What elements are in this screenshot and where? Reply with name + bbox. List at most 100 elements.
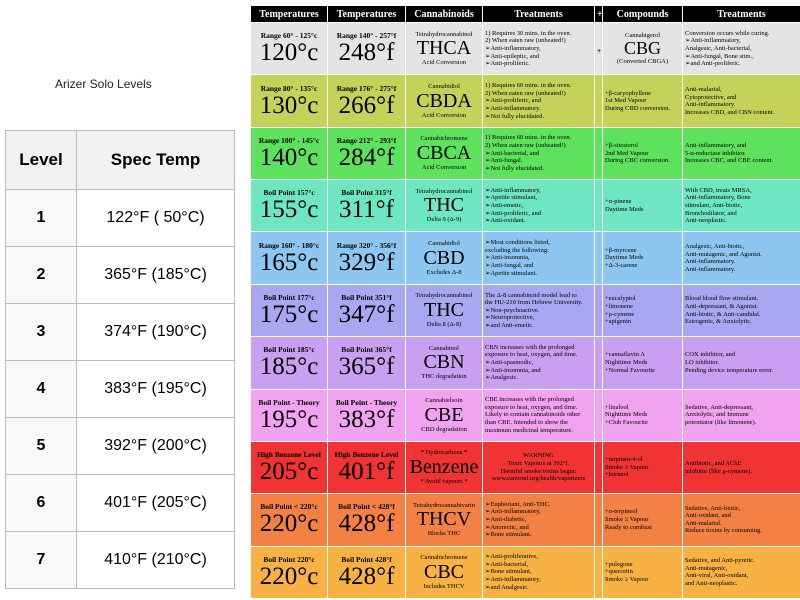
left-title: Arizer Solo Levels [55,77,152,91]
t2: 401°f [338,458,395,486]
levels-table: Level Spec Temp 1 122°F ( 50°C) 2 365°F (185°… [5,130,235,589]
text-line: ➢Anti-bacterial, [485,560,529,568]
t1l: Boil Point 157°c [263,188,315,198]
temp-f-cell: Boil Point 351°f 347°f [327,283,406,338]
treatments-cell: WARNING Toxic Vapours at 392°f. Harmful sm… [482,440,595,495]
t1: 195°c [259,405,319,433]
text-line: Anti-inflammatory. [685,101,736,109]
temp-f-cell: Boil Point < 428°f 428°f [327,493,406,547]
t2: 329°f [338,248,395,276]
chart-row: Boil Point 177°c 175°c Boil Point 351°f 347… [250,283,800,338]
chart-row: Boil Point - Theory 195°c Boil Point - The… [250,388,800,442]
cn: Tetrahydrocannabinol [415,292,473,300]
cell: 122°F ( 50°C) [76,189,235,247]
cannabinoid-cell: Cannabichromene CBCA Acid Conversion [405,126,483,181]
plus-cell [594,283,603,338]
text-line: Increases CBD, and CBN content. [685,108,775,116]
t1: 140°c [259,143,319,171]
cn: Cannabichromene [420,135,468,143]
level-row: 7 410°F (210°C) [5,531,235,589]
text-line: Sedative, and Anti-pyretic. [685,557,755,565]
text-line: 2nd Med Vapour [605,149,649,157]
t1: 185°c [259,353,319,381]
text-line: 2) When eaten raw (unheated!) [485,37,566,45]
header-row: Level Spec Temp [5,130,235,190]
plus-cell [594,126,603,181]
text-line: +linalool [605,403,629,411]
header-cell: Treatments [682,4,800,24]
text-line: Blood blood flow stimulant. [685,295,759,303]
text-line: the HU-210 from Hebrew University. [485,299,583,307]
temp-c-cell: Boil Point - Theory 195°c [250,388,328,442]
t2l: High Benzene Level [334,450,399,460]
chart-row: Range 100° - 145°c 140°c Range 212° - 293°… [250,126,800,181]
ab: CBE [424,403,464,426]
header-cell: Temperatures [327,4,406,24]
text-line: WARNING [523,452,554,460]
text-line: +ρ-cymene [605,310,635,318]
text-line: ➢Anti-inflammatory, [685,37,741,45]
treatments2-cell: Anti-inflammatory, and 5-α-reductase inhi… [682,126,800,181]
text-line: ➢Anti-insomnia, and [485,366,541,374]
t2l: Range 176° - 275°f [336,83,397,93]
cn: Tetrahydrocannabivarin [413,501,475,509]
text-line: With CBD, treats MRSA, [685,186,752,194]
temp-f-cell: Boil Point 315°f 311°f [327,179,406,233]
text-line: +β-myrcene [605,246,637,254]
cn: Tetrahydrocannabinol [415,187,473,195]
t2l: Boil Point - Theory [335,397,398,407]
treatments-cell: ➢Anti-proliferative, ➢Anti-bacterial, ➢Bon… [482,545,595,600]
plus-cell [594,74,603,128]
level-row: 6 401°F (205°C) [5,474,235,532]
treatments-cell: ➢Most conditions listed, excluding the fo… [482,231,595,285]
plus-cell [594,545,603,600]
temp-c-cell: Boil Point 220°c 220°c [250,545,328,600]
text-line: +pulegone [605,560,633,568]
treatments2-cell: Antibiotic, and AChE inhibitor (like ρ-cy… [682,440,800,495]
temp-f-cell: Range 320° - 356°f 329°f [327,231,406,285]
text-line: +cannaflavin A [605,351,645,359]
cn: Cannabidiol [428,240,460,248]
text-line: +Normal Favourite [605,366,656,374]
temp-c-cell: Boil Point < 220°c 220°c [250,493,328,547]
compounds-cell: +pulegone +quercetin Smoke ≥ Vapour [602,545,683,600]
treatments2-cell: Sedative, Anti-biotic, Anti-oxidant, and A… [682,493,800,547]
text-line: +borneol [605,471,629,479]
text-line: www.canorml.org/health/vaporizers [491,475,586,483]
t1: 220°c [259,510,319,538]
treatments-cell: CBN increases with the prolonged exposure… [482,336,595,390]
cannabinoid-cell: Cannabidiol CBD Excludes Δ-8 [405,231,483,285]
cannabinoid-cell: Cannabidiol CBDA Acid Conversion [405,74,483,128]
text-line: ➢Anti-spasmodic, [485,359,534,367]
cell: 5 [5,417,77,475]
text-line: ➢Not fully elucidated. [485,164,545,172]
t1: 165°c [259,248,319,276]
ab: Benzene [409,456,479,479]
temp-c-cell: Boil Point 157°c 155°c [250,179,328,233]
temp-f-cell: Range 212° - 293°f 284°f [327,126,406,181]
ab: CBC [423,560,465,583]
text-line: Sedative, Anti-depressant, [685,403,754,411]
chart-row: Range 80° - 135°c 130°c Range 176° - 275°f… [250,74,800,128]
text-line: ➢Neuroprotective, [485,314,535,322]
cell: 6 [5,474,77,532]
ab: CBCA [416,141,472,164]
treatments2-cell: Sedative, and Anti-pyretic. Anti-mutageni… [682,545,800,600]
text-line: ➢Anti-proliferic, and [485,209,541,217]
t2l: Boil Point < 428°f [338,502,395,512]
text-line: During CBD conversion. [605,104,671,112]
t1l: Range 100° - 145°c [258,135,320,145]
text-line: ➢Non-psychoactive. [485,306,540,314]
treatments-cell: The Δ-8 cannabinoid model lead to the HU-… [482,283,595,338]
text-line: exposure to heat, oxygen, and time. [485,351,578,359]
t1l: Range 80° - 135°c [260,83,318,93]
sub: Delta 9 (Δ-9) [426,216,462,224]
treatments-cell: CBE increases with the prolonged exposure… [482,388,595,442]
text-line: Anti-inflammatory. [685,258,736,266]
cannabinoid-cell: Tetrahydrocannabinol THC Delta 9 (Δ-9) [405,179,483,233]
t1l: Boil Point < 220°c [260,502,318,512]
cn: Cannabielsoin [425,397,463,405]
temp-f-cell: Boil Point 365°f 365°f [327,336,406,390]
t2l: Range 140° - 257°f [336,31,397,41]
text-line: +terpinen-4-ol [605,456,643,464]
